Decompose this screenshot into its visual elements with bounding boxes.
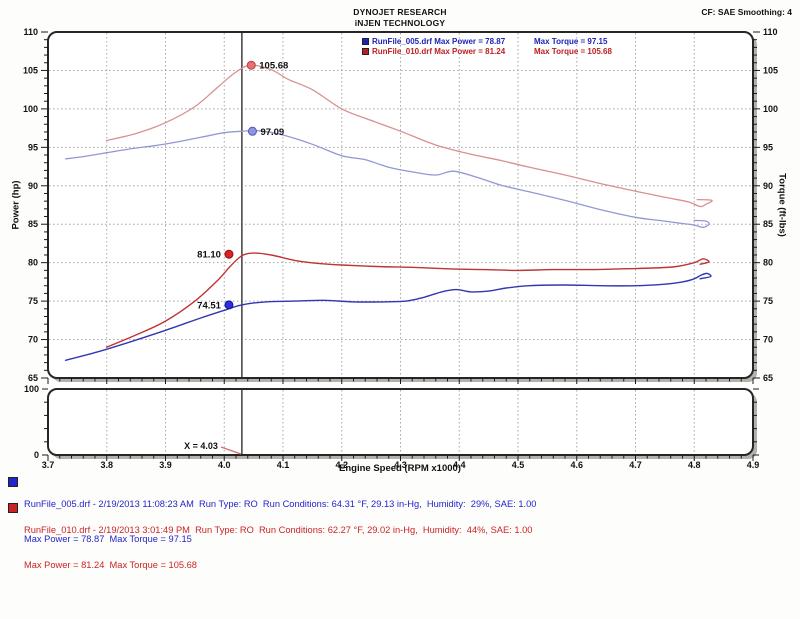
lower-tick-label: 100 bbox=[24, 384, 39, 394]
rpm-tick-label: 4.7 bbox=[629, 460, 642, 470]
power-tick-label: 75 bbox=[28, 296, 38, 306]
legend-row-runfile-005: RunFile_005.drf Max Power = 78.87 Max To… bbox=[362, 37, 612, 47]
lower-tick-label: 0 bbox=[34, 450, 39, 460]
cursor-value-marker bbox=[224, 249, 234, 259]
torque-tick-label: 70 bbox=[763, 335, 773, 345]
torque-tick-label: 90 bbox=[763, 181, 773, 191]
rpm-tick-label: 4.5 bbox=[512, 460, 525, 470]
power-tick-label: 100 bbox=[23, 104, 38, 114]
runfile-010-torque-curve bbox=[106, 64, 713, 208]
chart-legend: RunFile_005.drf Max Power = 78.87 Max To… bbox=[362, 37, 612, 56]
cursor-value-label: 105.68 bbox=[259, 61, 288, 72]
power-tick-label: 85 bbox=[28, 219, 38, 229]
run-info-runfile-005: RunFile_005.drf - 2/19/2013 11:08:23 AM … bbox=[8, 476, 788, 568]
runfile-005-swatch-icon bbox=[8, 477, 18, 487]
legend-power-text: RunFile_010.drf Max Power = 81.24 bbox=[372, 46, 506, 56]
rpm-tick-label: 4.1 bbox=[277, 460, 290, 470]
run-max-line: Max Power = 78.87 Max Torque = 97.15 bbox=[24, 533, 192, 544]
cursor-value-marker bbox=[247, 126, 257, 136]
rpm-tick-label: 4.2 bbox=[335, 460, 348, 470]
legend-row-runfile-010: RunFile_010.drf Max Power = 81.24 Max To… bbox=[362, 47, 612, 57]
power-tick-label: 105 bbox=[23, 65, 38, 75]
cursor-callout-line bbox=[220, 446, 242, 455]
runfile-010-power-curve bbox=[106, 252, 710, 348]
rpm-tick-label: 3.9 bbox=[159, 460, 172, 470]
runfile-005-power-curve bbox=[64, 272, 712, 361]
company-name: iNJEN TECHNOLOGY bbox=[354, 18, 446, 28]
power-tick-label: 90 bbox=[28, 181, 38, 191]
rpm-tick-label: 4.4 bbox=[453, 460, 466, 470]
torque-tick-label: 110 bbox=[763, 27, 778, 37]
legend-torque-text: Max Torque = 97.15 bbox=[534, 37, 608, 47]
runfile-005-swatch-icon bbox=[362, 38, 369, 46]
run-conditions-line: RunFile_005.drf - 2/19/2013 11:08:23 AM … bbox=[24, 499, 537, 509]
cursor-x-value: X = 4.03 bbox=[184, 441, 218, 451]
rpm-tick-label: 4.3 bbox=[394, 460, 407, 470]
torque-tick-label: 100 bbox=[763, 104, 778, 114]
torque-tick-label: 75 bbox=[763, 296, 773, 306]
cursor-value-marker bbox=[224, 300, 234, 310]
power-axis-title: Power (hp) bbox=[10, 180, 22, 230]
torque-tick-label: 105 bbox=[763, 65, 778, 75]
cursor-value-marker bbox=[246, 60, 256, 70]
engine-speed-axis-title: Engine Speed (RPM x1000) bbox=[339, 463, 461, 474]
rpm-tick-label: 3.8 bbox=[100, 460, 113, 470]
run-info-runfile-010: RunFile_010.drf - 2/19/2013 3:01:49 PM R… bbox=[8, 502, 788, 594]
rpm-tick-label: 4.9 bbox=[747, 460, 760, 470]
rpm-tick-label: 3.7 bbox=[42, 460, 55, 470]
runfile-010-swatch-icon bbox=[362, 47, 369, 55]
legend-power-text: RunFile_005.drf Max Power = 78.87 bbox=[372, 37, 506, 47]
cursor-value-label: 97.09 bbox=[260, 127, 284, 138]
runfile-005-torque-curve bbox=[64, 129, 710, 228]
runfile-010-swatch-icon bbox=[8, 503, 18, 513]
torque-tick-label: 85 bbox=[763, 219, 773, 229]
rpm-tick-label: 4.8 bbox=[688, 460, 701, 470]
torque-tick-label: 95 bbox=[763, 142, 773, 152]
power-tick-label: 70 bbox=[28, 335, 38, 345]
correction-factor-label: CF: SAE Smoothing: 4 bbox=[701, 7, 792, 17]
rpm-tick-label: 4.0 bbox=[218, 460, 231, 470]
power-tick-label: 80 bbox=[28, 258, 38, 268]
cursor-value-label: 81.10 bbox=[197, 250, 221, 261]
power-tick-label: 110 bbox=[23, 27, 38, 37]
run-max-line: Max Power = 81.24 Max Torque = 105.68 bbox=[24, 559, 197, 570]
rpm-tick-label: 4.6 bbox=[570, 460, 583, 470]
torque-tick-label: 80 bbox=[763, 258, 773, 268]
torque-axis-title: Torque (ft-lbs) bbox=[776, 173, 788, 237]
power-tick-label: 95 bbox=[28, 142, 38, 152]
torque-tick-label: 65 bbox=[763, 373, 773, 383]
power-tick-label: 65 bbox=[28, 373, 38, 383]
shop-name: DYNOJET RESEARCH bbox=[353, 7, 447, 17]
run-conditions-line: RunFile_010.drf - 2/19/2013 3:01:49 PM R… bbox=[24, 525, 533, 535]
cursor-value-label: 74.51 bbox=[197, 300, 221, 311]
legend-torque-text: Max Torque = 105.68 bbox=[534, 46, 612, 56]
